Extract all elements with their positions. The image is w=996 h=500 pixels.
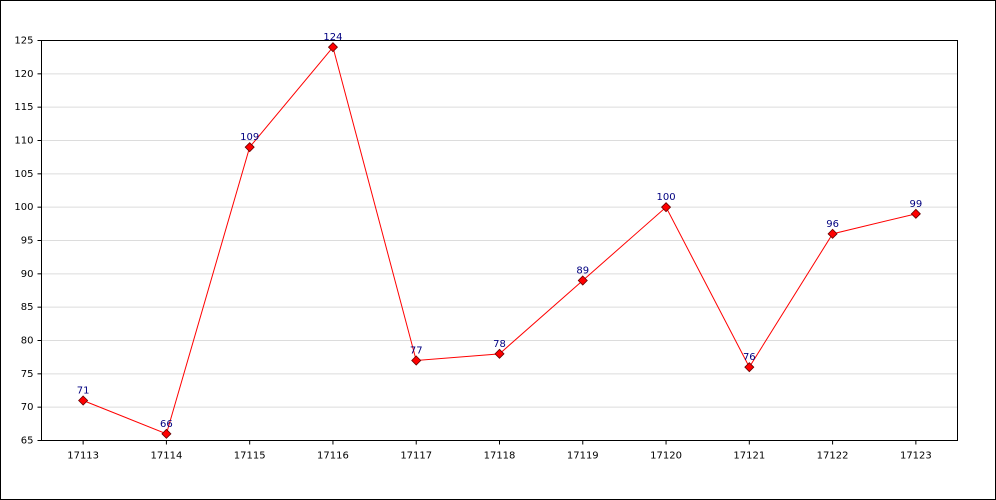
marker: [744, 362, 755, 373]
value-label: 71: [77, 386, 90, 397]
value-label: 99: [909, 199, 922, 210]
marker: [411, 355, 422, 366]
x-tick-label: 17121: [733, 451, 765, 462]
y-tick-label: 75: [21, 369, 34, 380]
y-tick-label: 95: [21, 236, 34, 247]
y-tick-label: 115: [14, 102, 33, 113]
y-tick-label: 85: [21, 302, 34, 313]
x-tick-label: 17122: [817, 451, 849, 462]
x-tick-label: 17120: [650, 451, 682, 462]
x-tick-label: 17123: [900, 451, 932, 462]
value-label: 100: [656, 192, 675, 203]
y-tick-label: 100: [14, 202, 33, 213]
y-tick-label: 65: [21, 436, 34, 447]
marker: [327, 42, 339, 53]
y-tick-label: 110: [14, 136, 33, 147]
y-tick-label: 80: [21, 336, 34, 347]
marker: [827, 228, 838, 239]
marker: [161, 428, 172, 439]
x-tick-label: 17117: [400, 451, 432, 462]
x-tick-label: 17114: [151, 451, 183, 462]
x-tick-label: 17115: [234, 451, 266, 462]
x-tick-label: 17119: [567, 451, 599, 462]
value-label: 66: [160, 419, 173, 430]
value-label: 96: [826, 219, 839, 230]
marker: [660, 202, 672, 213]
y-tick-label: 120: [14, 69, 33, 80]
y-tick-label: 90: [21, 269, 34, 280]
value-label: 89: [576, 266, 589, 277]
y-tick-label: 125: [14, 36, 33, 47]
value-label: 124: [323, 32, 342, 43]
marker: [78, 395, 89, 406]
value-label: 78: [493, 339, 506, 350]
x-tick-label: 17113: [67, 451, 99, 462]
marker: [244, 142, 255, 153]
y-tick-label: 70: [21, 402, 34, 413]
marker: [494, 348, 505, 359]
y-tick-label: 105: [14, 169, 33, 180]
value-label: 109: [240, 132, 259, 143]
value-label: 77: [410, 346, 423, 357]
marker: [910, 208, 921, 219]
marker: [577, 275, 588, 286]
x-tick-label: 17118: [484, 451, 516, 462]
x-tick-label: 17116: [317, 451, 349, 462]
value-label: 76: [743, 352, 756, 363]
